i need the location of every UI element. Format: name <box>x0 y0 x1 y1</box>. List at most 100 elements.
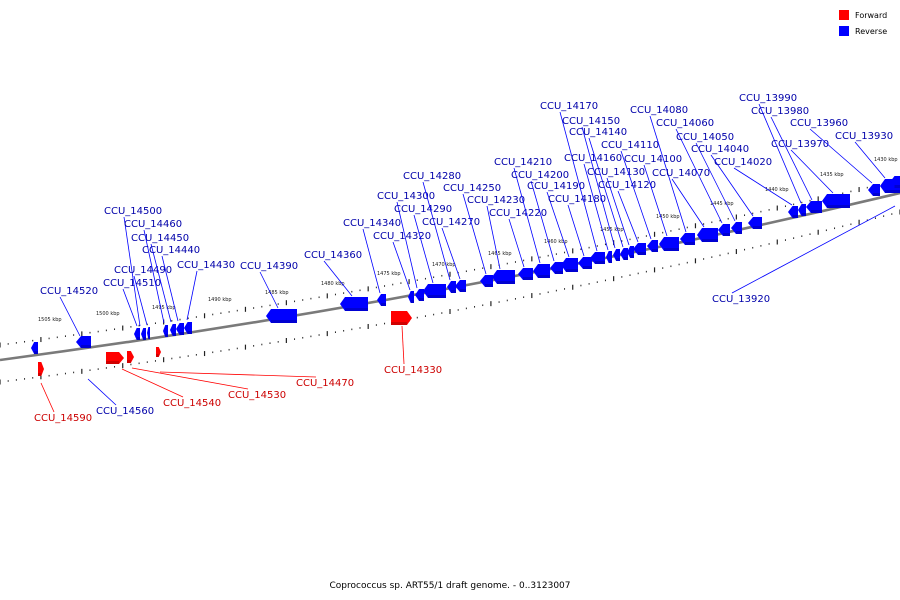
gene-glyph-g14060[interactable] <box>718 224 730 236</box>
gene-label-g14530[interactable]: CCU_14530 <box>228 390 286 401</box>
gene-glyph-g14250[interactable] <box>480 275 493 287</box>
gene-glyph-g14430[interactable] <box>184 322 192 334</box>
gene-label-g14060[interactable]: CCU_14060 <box>656 118 714 129</box>
scale-label: 1465 kbp <box>488 251 512 257</box>
gene-glyph-g14150[interactable] <box>613 249 620 261</box>
gene-label-g14160[interactable]: CCU_14160 <box>564 153 622 164</box>
gene-glyph-g14510[interactable] <box>134 328 140 340</box>
gene-label-g14520[interactable]: CCU_14520 <box>40 286 98 297</box>
gene-glyph-g13920[interactable] <box>890 176 900 188</box>
gene-label-g14070[interactable]: CCU_14070 <box>652 168 710 179</box>
gene-label-g14360[interactable]: CCU_14360 <box>304 250 362 261</box>
gene-label-g14190[interactable]: CCU_14190 <box>527 181 585 192</box>
gene-glyph-g14140[interactable] <box>620 248 628 260</box>
gene-glyph-g13990[interactable] <box>798 204 806 216</box>
gene-glyph-g14050[interactable] <box>731 222 742 234</box>
gene-label-g14510[interactable]: CCU_14510 <box>103 278 161 289</box>
gene-label-g14470[interactable]: CCU_14470 <box>296 378 354 389</box>
gene-label-g14170[interactable]: CCU_14170 <box>540 101 598 112</box>
gene-glyph-g14320[interactable] <box>408 291 414 303</box>
gene-label-g14080[interactable]: CCU_14080 <box>630 105 688 116</box>
gene-glyph-g14520[interactable] <box>76 336 91 348</box>
gene-glyph-g14330[interactable] <box>391 311 412 325</box>
gene-label-g14430[interactable]: CCU_14430 <box>177 260 235 271</box>
gene-label-g13920[interactable]: CCU_13920 <box>712 294 770 305</box>
gene-glyph-g14170[interactable] <box>590 252 605 264</box>
gene-glyph-g14530[interactable] <box>127 351 134 363</box>
gene-label-g14440[interactable]: CCU_14440 <box>142 245 200 256</box>
gene-glyph-g14120[interactable] <box>633 243 646 255</box>
gene-label-g14140[interactable]: CCU_14140 <box>569 127 627 138</box>
gene-label-g14390[interactable]: CCU_14390 <box>240 261 298 272</box>
gene-glyph-g14300[interactable] <box>415 289 424 301</box>
gene-label-g13930[interactable]: CCU_13930 <box>835 131 893 142</box>
gene-glyph-g14190[interactable] <box>561 258 578 272</box>
gene-glyph-g14590[interactable] <box>38 362 44 376</box>
gene-glyph-g14130[interactable] <box>627 246 634 258</box>
gene-glyph-g14490[interactable] <box>147 327 150 339</box>
gene-label-g13990[interactable]: CCU_13990 <box>739 93 797 104</box>
gene-label-g13970[interactable]: CCU_13970 <box>771 139 829 150</box>
gene-glyph-g14450[interactable] <box>170 324 176 336</box>
gene-glyph-g14100[interactable] <box>659 237 679 251</box>
gene-label-g14500[interactable]: CCU_14500 <box>104 206 162 217</box>
gene-label-g14100[interactable]: CCU_14100 <box>624 154 682 165</box>
gene-glyph-g13960[interactable] <box>868 184 880 196</box>
gene-glyph-g14160[interactable] <box>606 251 612 263</box>
gene-shade <box>419 298 424 301</box>
gene-glyph-g14460[interactable] <box>163 325 168 337</box>
gene-glyph-g14220[interactable] <box>518 268 533 280</box>
gene-label-g14150[interactable]: CCU_14150 <box>562 116 620 127</box>
gene-glyph-g14290[interactable] <box>423 284 446 298</box>
gene-glyph-g14560[interactable] <box>31 342 38 354</box>
gene-label-g14050[interactable]: CCU_14050 <box>676 132 734 143</box>
gene-glyph-g14040[interactable] <box>748 217 762 229</box>
scale-label: 1485 kbp <box>265 290 289 296</box>
gene-glyph-g13970[interactable] <box>822 194 850 208</box>
gene-glyph-g13980[interactable] <box>806 201 822 213</box>
gene-glyph-g14230[interactable] <box>492 270 515 284</box>
gene-glyph-g14070[interactable] <box>697 228 718 242</box>
gene-glyph-g14080[interactable] <box>680 233 695 245</box>
gene-label-g14180[interactable]: CCU_14180 <box>548 194 606 205</box>
gene-label-g14300[interactable]: CCU_14300 <box>377 191 435 202</box>
gene-label-g13980[interactable]: CCU_13980 <box>751 106 809 117</box>
gene-label-g14450[interactable]: CCU_14450 <box>131 233 189 244</box>
gene-label-g14330[interactable]: CCU_14330 <box>384 365 442 376</box>
gene-glyph-g14110[interactable] <box>647 240 658 252</box>
gene-glyph-g14200[interactable] <box>550 262 563 274</box>
gene-glyph-g14470[interactable] <box>156 347 161 357</box>
gene-label-g14210[interactable]: CCU_14210 <box>494 157 552 168</box>
gene-label-g14340[interactable]: CCU_14340 <box>343 218 401 229</box>
gene-label-g14460[interactable]: CCU_14460 <box>124 219 182 230</box>
gene-glyph-g14210[interactable] <box>533 264 550 278</box>
gene-label-g14130[interactable]: CCU_14130 <box>587 167 645 178</box>
gene-label-g13960[interactable]: CCU_13960 <box>790 118 848 129</box>
gene-label-g14490[interactable]: CCU_14490 <box>114 265 172 276</box>
gene-label-g14200[interactable]: CCU_14200 <box>511 170 569 181</box>
gene-label-g14230[interactable]: CCU_14230 <box>467 195 525 206</box>
gene-label-g14020[interactable]: CCU_14020 <box>714 157 772 168</box>
gene-label-g14040[interactable]: CCU_14040 <box>691 144 749 155</box>
gene-glyph-g14180[interactable] <box>578 257 592 269</box>
gene-glyph-g14280[interactable] <box>447 281 456 293</box>
gene-label-g14540[interactable]: CCU_14540 <box>163 398 221 409</box>
gene-label-g14220[interactable]: CCU_14220 <box>489 208 547 219</box>
gene-glyph-g14020[interactable] <box>788 206 798 218</box>
gene-glyph-g14500[interactable] <box>141 328 146 340</box>
gene-label-g14110[interactable]: CCU_14110 <box>601 140 659 151</box>
gene-label-g14270[interactable]: CCU_14270 <box>422 217 480 228</box>
gene-glyph-g14440[interactable] <box>176 323 184 335</box>
gene-glyph-g14340[interactable] <box>377 294 386 306</box>
gene-label-g14560[interactable]: CCU_14560 <box>96 406 154 417</box>
gene-label-g14290[interactable]: CCU_14290 <box>394 204 452 215</box>
gene-glyph-g14270[interactable] <box>455 280 466 292</box>
gene-label-g14280[interactable]: CCU_14280 <box>403 171 461 182</box>
gene-glyph-g14540[interactable] <box>106 352 124 364</box>
gene-glyph-g14360[interactable] <box>340 297 368 311</box>
gene-label-g14320[interactable]: CCU_14320 <box>373 231 431 242</box>
gene-label-g14590[interactable]: CCU_14590 <box>34 413 92 424</box>
gene-label-g14120[interactable]: CCU_14120 <box>598 180 656 191</box>
gene-glyph-g14390[interactable] <box>266 309 297 323</box>
gene-label-g14250[interactable]: CCU_14250 <box>443 183 501 194</box>
